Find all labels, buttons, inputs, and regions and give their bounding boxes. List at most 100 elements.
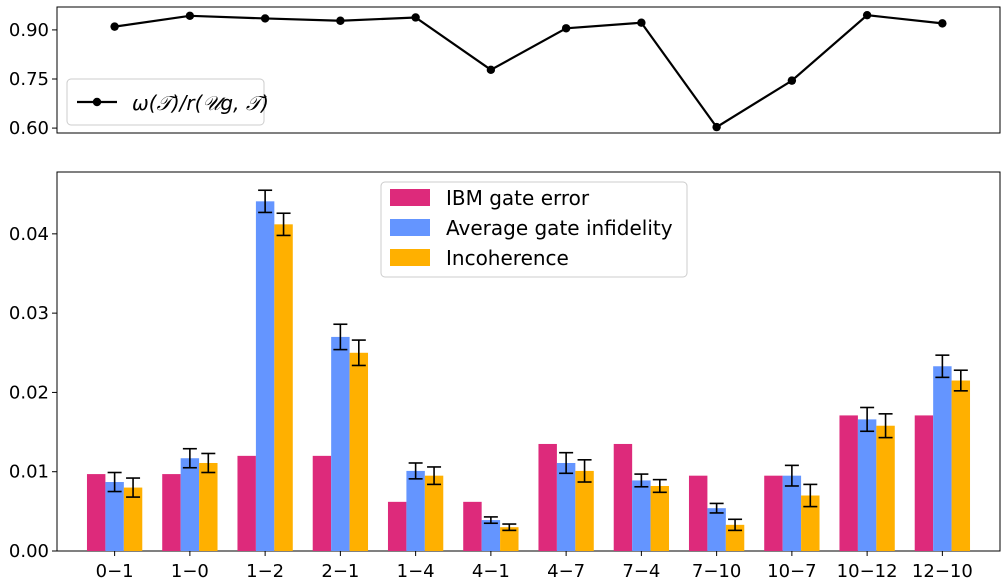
data-point xyxy=(110,22,119,31)
bar-1 xyxy=(707,508,726,551)
x-tick-label: 1−0 xyxy=(171,561,209,582)
error-bar xyxy=(878,413,893,439)
error-bar xyxy=(559,451,574,475)
legend-label: ω(𝒯)/r(𝒰g, 𝒯) xyxy=(132,91,269,115)
bar-0 xyxy=(764,475,783,551)
bar-0 xyxy=(538,443,557,551)
bar-2 xyxy=(951,380,971,551)
top-legend-box xyxy=(66,78,265,126)
data-point xyxy=(787,76,797,85)
x-tick-label: 1−2 xyxy=(246,561,284,582)
bar-2 xyxy=(123,487,143,551)
error-bar xyxy=(784,464,799,487)
error-bar xyxy=(333,323,348,351)
bar-2 xyxy=(349,352,369,551)
x-tick-label: 7−10 xyxy=(692,561,741,582)
error-bar xyxy=(483,516,498,525)
top-y-tick-label: 0.90 xyxy=(9,20,49,41)
error-bar xyxy=(634,473,649,488)
x-tick-label: 10−12 xyxy=(837,561,898,582)
bar-2 xyxy=(725,524,745,551)
error-bar xyxy=(953,369,968,392)
error-bar xyxy=(709,502,724,514)
bar-2 xyxy=(876,425,895,551)
bar-0 xyxy=(387,501,407,551)
bottom-y-tick-label: 0.04 xyxy=(9,224,49,245)
bar-0 xyxy=(613,443,633,551)
bar-2 xyxy=(274,224,293,551)
bar-0 xyxy=(237,455,256,551)
bar-1 xyxy=(857,419,877,551)
bottom-y-tick-label: 0.03 xyxy=(9,303,49,324)
bar-1 xyxy=(255,201,275,551)
top-y-tick-label: 0.60 xyxy=(9,118,49,139)
bar-2 xyxy=(199,462,218,551)
error-bar xyxy=(276,212,291,237)
data-point xyxy=(185,11,195,21)
top-plot-frame xyxy=(56,6,1001,134)
x-tick-label: 4−1 xyxy=(472,561,510,582)
error-bar xyxy=(408,462,423,480)
error-bar xyxy=(258,189,273,214)
error-bar xyxy=(502,523,517,532)
data-point xyxy=(411,13,420,22)
data-point xyxy=(561,24,571,33)
bar-0 xyxy=(914,415,934,551)
x-tick-label: 1−4 xyxy=(397,561,435,582)
legend-label-0: IBM gate error xyxy=(446,186,590,210)
bar-1 xyxy=(632,480,651,551)
error-bar xyxy=(182,447,197,469)
error-bar xyxy=(728,518,743,532)
error-bar xyxy=(652,478,667,494)
error-bar xyxy=(351,339,366,367)
bar-0 xyxy=(688,475,708,551)
x-tick-label: 12−10 xyxy=(912,561,973,582)
bar-2 xyxy=(424,475,444,551)
legend-label-2: Incoherence xyxy=(446,246,569,270)
bar-1 xyxy=(406,470,425,551)
bar-0 xyxy=(463,501,482,551)
bar-0 xyxy=(86,474,106,551)
legend-label-1: Average gate infidelity xyxy=(446,216,673,240)
bar-2 xyxy=(575,470,594,551)
bar-1 xyxy=(180,458,200,551)
top-y-tick-label: 0.75 xyxy=(9,69,49,90)
top-legend: ω(𝒯)/r(𝒰g, 𝒯) xyxy=(66,78,269,126)
data-point xyxy=(712,122,721,132)
x-tick-label: 2−1 xyxy=(321,561,359,582)
bar-1 xyxy=(331,336,350,551)
series-line xyxy=(114,14,943,129)
bar-2 xyxy=(801,495,820,551)
bar-1 xyxy=(481,520,501,551)
x-tick-label: 10−7 xyxy=(767,561,816,582)
error-bar xyxy=(860,406,875,433)
data-point xyxy=(486,65,496,75)
x-tick-label: 0−1 xyxy=(96,561,134,582)
bar-0 xyxy=(839,415,858,551)
data-point xyxy=(637,18,646,27)
bar-1 xyxy=(933,366,952,551)
data-point xyxy=(260,14,270,23)
top-line-chart: 0.60 0.75 0.90 ω(𝒯)/r(𝒰g, 𝒯) xyxy=(9,6,1001,139)
legend-marker xyxy=(92,97,102,107)
bar-0 xyxy=(312,455,332,551)
bar-2 xyxy=(500,527,519,551)
bar-0 xyxy=(162,474,181,551)
bar-2 xyxy=(650,485,670,551)
bar-1 xyxy=(782,475,802,551)
legend-swatch-0 xyxy=(390,189,430,206)
error-bar xyxy=(935,354,950,379)
bottom-legend-box xyxy=(380,181,688,278)
error-bar xyxy=(577,459,592,483)
bottom-legend: IBM gate error Average gate infidelity Inc… xyxy=(380,181,688,278)
legend-swatch-2 xyxy=(390,249,430,266)
error-bar xyxy=(107,471,122,493)
data-point xyxy=(336,16,345,25)
bottom-bar-chart: 0.00 0.01 0.02 0.03 0.04 0−1 1−0 1−2 2−1 1−4 4−1 4−… xyxy=(9,171,1001,582)
x-tick-label: 7−4 xyxy=(622,561,660,582)
bottom-y-tick-label: 0.00 xyxy=(9,541,49,562)
bottom-y-tick-label: 0.01 xyxy=(9,462,49,483)
error-bar xyxy=(427,466,442,486)
data-point xyxy=(938,19,947,28)
